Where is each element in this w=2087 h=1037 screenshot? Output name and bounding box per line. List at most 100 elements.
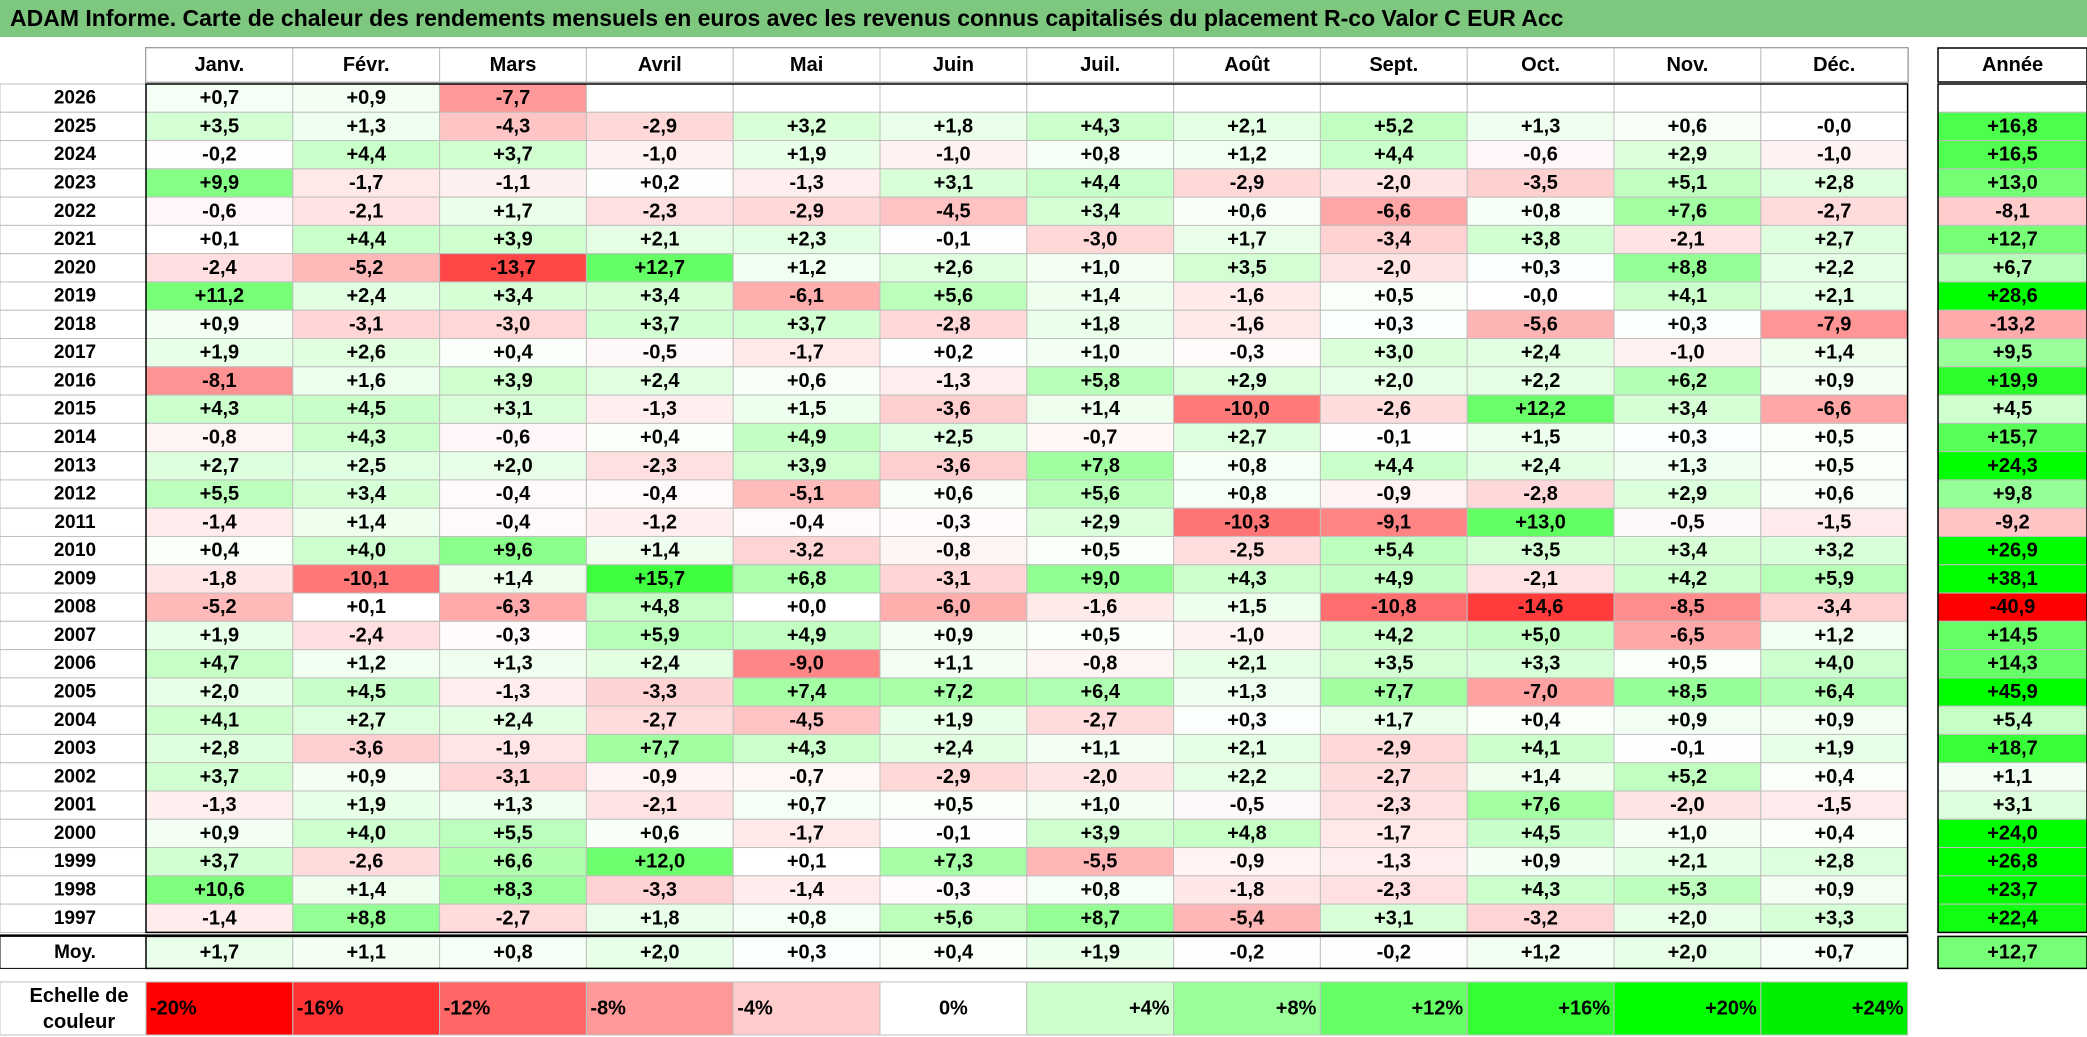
- heatmap-cell-value: -13,7: [490, 257, 536, 279]
- heatmap-cell: [1760, 168, 1909, 198]
- heatmap-cell-value: +0,6: [1668, 115, 1707, 137]
- heatmap-cell-value: +4,3: [787, 738, 826, 760]
- heatmap-cell: [1466, 903, 1615, 933]
- heatmap-cell: [145, 535, 294, 566]
- heatmap-cell-value: +0,2: [934, 342, 973, 364]
- year-cell: [0, 847, 147, 877]
- month-header-label: Mai: [790, 54, 823, 76]
- heatmap-cell-value: -3,1: [496, 766, 530, 788]
- heatmap-cell: [1319, 535, 1468, 566]
- year-cell: [0, 253, 147, 283]
- heatmap-cell-value: +2,7: [200, 455, 239, 477]
- heatmap-cell: [1173, 253, 1321, 283]
- year-cell: [0, 818, 147, 849]
- heatmap-cell: [585, 224, 734, 255]
- heatmap-cell-value: +1,4: [640, 540, 680, 562]
- heatmap-cell: [439, 168, 587, 198]
- heatmap-cell-value: -2,1: [1670, 229, 1704, 251]
- annual-cell-value: +24,3: [1987, 455, 2038, 477]
- color-scale-swatch: [1760, 981, 1909, 1036]
- heatmap-cell-value: +0,9: [934, 624, 973, 646]
- average-cell-value: +0,7: [1814, 941, 1853, 963]
- heatmap-cell-value: +3,7: [200, 766, 239, 788]
- heatmap-cell-value: +0,3: [1521, 257, 1560, 279]
- heatmap-cell: [439, 366, 587, 396]
- heatmap-cell: [439, 451, 587, 481]
- heatmap-cell-value: -1,7: [1377, 822, 1411, 844]
- heatmap-cell: [1466, 224, 1615, 255]
- heatmap-cell-value: +0,6: [640, 822, 679, 844]
- heatmap-cell-value: -0,5: [1670, 511, 1704, 533]
- heatmap-cell-value: -1,6: [1230, 313, 1264, 335]
- annual-border: [1937, 83, 2087, 934]
- heatmap-cell-value: -3,6: [936, 455, 970, 477]
- heatmap-cell-value: +2,5: [934, 427, 973, 449]
- heatmap-cell-value: +7,7: [640, 738, 679, 760]
- heatmap-cell-value: +6,4: [1814, 681, 1854, 703]
- color-scale-label-line2: couleur: [43, 1011, 115, 1033]
- heatmap-cell-value: +0,9: [1668, 709, 1707, 731]
- heatmap-cell: [1760, 903, 1909, 933]
- heatmap-cell-value: -5,5: [1083, 851, 1117, 873]
- heatmap-cell: [1026, 196, 1175, 226]
- heatmap-cell: [585, 281, 734, 311]
- heatmap-cell: [1173, 309, 1321, 340]
- heatmap-cell: [1613, 83, 1762, 113]
- heatmap-cell-value: +0,3: [1227, 709, 1266, 731]
- color-scale-stop-label: +24%: [1852, 998, 1904, 1020]
- heatmap-cell-value: +0,4: [1521, 709, 1561, 731]
- year-label: 2013: [54, 455, 96, 476]
- heatmap-cell: [732, 394, 881, 424]
- heatmap-cell-value: -1,4: [202, 511, 237, 533]
- heatmap-cell: [732, 875, 881, 905]
- heatmap-cell: [585, 309, 734, 340]
- heatmap-cell-value: -2,9: [1377, 738, 1411, 760]
- average-cell: [732, 935, 881, 969]
- heatmap-cell: [1319, 847, 1468, 877]
- heatmap-cell: [1466, 649, 1615, 679]
- heatmap-cell-value: +3,9: [787, 455, 826, 477]
- average-cell-value: +1,1: [346, 941, 385, 963]
- heatmap-cell-value: +5,3: [1668, 879, 1707, 901]
- heatmap-cell: [1026, 507, 1175, 537]
- heatmap-cell-value: -0,9: [1377, 483, 1411, 505]
- heatmap-cell-value: -0,3: [936, 511, 970, 533]
- heatmap-cell: [585, 451, 734, 481]
- heatmap-cell: [732, 649, 881, 679]
- heatmap-cell: [1319, 394, 1468, 424]
- color-scale-swatch: [292, 981, 441, 1036]
- month-header-cell: [1173, 47, 1321, 83]
- heatmap-cell-value: -0,3: [936, 879, 970, 901]
- annual-cell-value: +45,9: [1987, 681, 2038, 703]
- heatmap-cell: [1466, 422, 1615, 453]
- heatmap-cell-value: +1,3: [346, 115, 385, 137]
- heatmap-cell-value: +1,9: [346, 794, 385, 816]
- heatmap-cell-value: -8,5: [1670, 596, 1704, 618]
- heatmap-cell: [292, 309, 441, 340]
- average-cell-value: +1,7: [200, 941, 239, 963]
- heatmap-cell-value: +1,0: [1080, 342, 1119, 364]
- heatmap-cell: [879, 111, 1028, 142]
- heatmap-cell: [1613, 196, 1762, 226]
- heatmap-cell: [1026, 818, 1175, 849]
- year-label: 2018: [54, 314, 96, 335]
- heatmap-cell-value: -3,1: [349, 313, 383, 335]
- heatmap-cell: [1173, 111, 1321, 142]
- month-header-label: Sept.: [1369, 54, 1418, 76]
- heatmap-cell: [1173, 733, 1321, 764]
- annual-cell-value: -8,1: [1995, 200, 2029, 222]
- annual-cell-value: +5,4: [1993, 709, 2033, 731]
- color-scale-swatch: [879, 981, 1028, 1036]
- heatmap-cell: [879, 394, 1028, 424]
- heatmap-cell-value: +6,4: [1080, 681, 1120, 703]
- heatmap-cell: [1026, 224, 1175, 255]
- heatmap-cell: [1613, 592, 1762, 622]
- heatmap-cell-value: -5,6: [1523, 313, 1557, 335]
- heatmap-cell: [1613, 224, 1762, 255]
- annual-cell: [1937, 535, 2087, 566]
- heatmap-cell: [732, 168, 881, 198]
- heatmap-cell: [1613, 705, 1762, 735]
- heatmap-cell: [732, 762, 881, 792]
- heatmap-cell: [1466, 733, 1615, 764]
- heatmap-cell-value: -6,0: [936, 596, 970, 618]
